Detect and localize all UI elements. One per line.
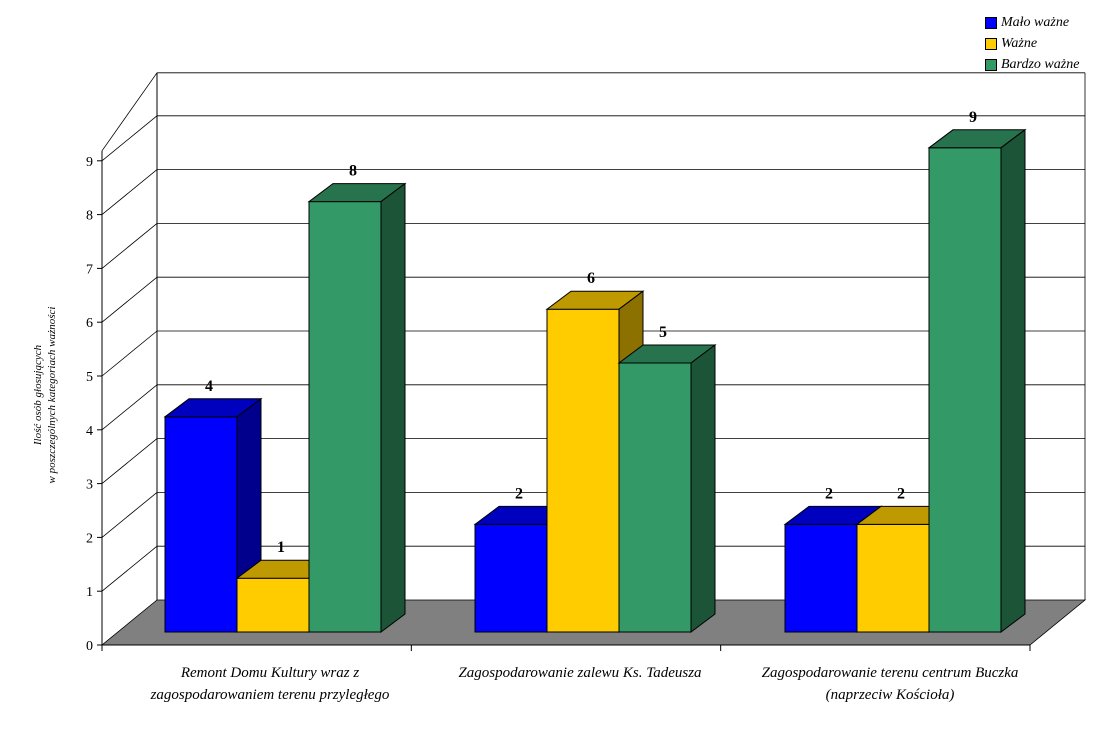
y-tick-label: 4 <box>86 424 93 439</box>
data-label: 2 <box>897 485 905 502</box>
data-label: 1 <box>277 539 285 556</box>
gridline-depth <box>101 330 158 377</box>
y-tick-label: 9 <box>86 155 93 170</box>
bar <box>164 416 238 633</box>
data-label: 9 <box>969 109 977 126</box>
legend-swatch-bardzo-wazne <box>985 58 997 71</box>
bar <box>474 523 548 633</box>
legend-item-wazne: Ważne <box>985 33 1079 54</box>
gridline-depth <box>101 276 158 323</box>
gridline-depth <box>101 169 158 215</box>
x-category-label-3: Zagospodarowanie terenu centrum Buczka (… <box>761 665 1019 703</box>
bar-side <box>690 344 716 633</box>
gridline-depth <box>101 223 158 269</box>
bar <box>236 577 310 633</box>
y-tick-label: 6 <box>86 316 93 331</box>
legend-swatch-malo-wazne <box>985 16 997 29</box>
y-tick-label: 2 <box>86 531 93 546</box>
legend-item-bardzo-wazne: Bardzo ważne <box>985 54 1079 75</box>
data-label: 5 <box>659 324 667 341</box>
bar-side <box>1000 128 1026 633</box>
gridline-depth <box>101 115 158 162</box>
legend: Mało ważne Ważne Bardzo ważne <box>985 12 1079 75</box>
bar <box>856 523 930 633</box>
legend-label: Ważne <box>1001 35 1038 51</box>
bar <box>618 362 692 633</box>
bar <box>928 147 1002 633</box>
data-label: 8 <box>349 163 357 180</box>
legend-swatch-wazne <box>985 37 997 50</box>
legend-label: Bardzo ważne <box>1001 56 1080 72</box>
bar-side <box>380 182 406 633</box>
gridline-depth <box>101 384 158 431</box>
data-label: 6 <box>587 270 595 287</box>
top-depth-edge <box>101 72 158 152</box>
legend-item-malo-wazne: Mało ważne <box>985 12 1079 33</box>
y-tick-label: 1 <box>86 585 93 600</box>
x-category-label-2: Zagospodarowanie zalewu Ks. Tadeusza <box>458 665 702 681</box>
data-label: 2 <box>515 485 523 502</box>
y-tick-label: 0 <box>86 639 93 654</box>
y-tick-label: 7 <box>86 262 93 277</box>
y-tick-label: 5 <box>86 370 93 385</box>
bar <box>308 201 382 633</box>
bar <box>784 523 858 633</box>
legend-label: Mało ważne <box>1001 14 1070 30</box>
y-tick-label: 3 <box>86 478 93 493</box>
y-tick-label: 8 <box>86 209 93 224</box>
y-axis-label: Ilość osób głosujących w poszczególnych … <box>32 306 58 484</box>
gridline-depth <box>101 438 158 484</box>
gridline-depth <box>101 545 158 592</box>
data-label: 2 <box>825 485 833 502</box>
gridline-depth <box>101 492 158 538</box>
bar <box>546 308 620 633</box>
data-label: 4 <box>205 378 213 395</box>
x-category-label-1: Remont Domu Kultury wraz z zagospodarowa… <box>150 665 390 703</box>
